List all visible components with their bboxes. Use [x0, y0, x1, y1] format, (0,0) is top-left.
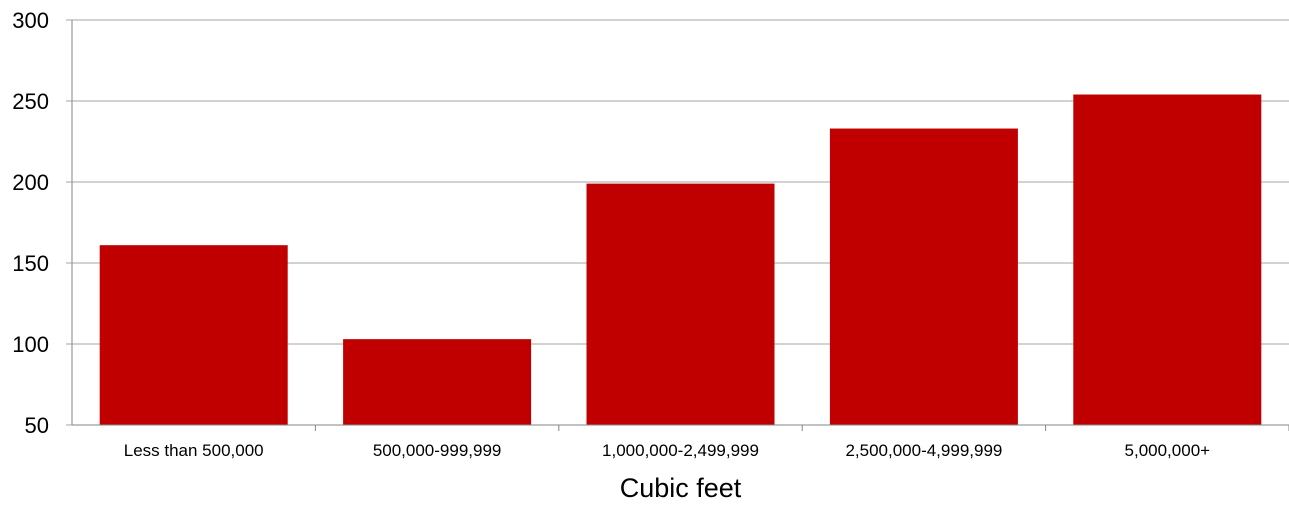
bar-5 [1073, 94, 1262, 426]
x-tick-label: 5,000,000+ [1125, 441, 1211, 460]
y-tick-label: 250 [12, 89, 49, 114]
bar-3 [586, 183, 775, 425]
bars [99, 94, 1262, 426]
y-tick-label: 150 [12, 251, 49, 276]
x-axis-title: Cubic feet [620, 473, 742, 503]
x-tick-labels: Less than 500,000 500,000-999,999 1,000,00… [124, 441, 1210, 460]
y-tick-label: 100 [12, 332, 49, 357]
x-tick-label: 500,000-999,999 [373, 441, 502, 460]
y-tick-label: 200 [12, 170, 49, 195]
y-tick-labels: 50 100 150 200 250 300 [12, 8, 49, 438]
y-tick-label: 50 [25, 413, 49, 438]
bar-2 [343, 339, 532, 425]
y-tick-label: 300 [12, 8, 49, 33]
axes [71, 20, 1289, 431]
x-tick-label: 2,500,000-4,999,999 [845, 441, 1002, 460]
x-tick-label: Less than 500,000 [124, 441, 264, 460]
bar-1 [99, 245, 288, 425]
bar-4 [829, 128, 1018, 426]
x-tick-label: 1,000,000-2,499,999 [602, 441, 759, 460]
